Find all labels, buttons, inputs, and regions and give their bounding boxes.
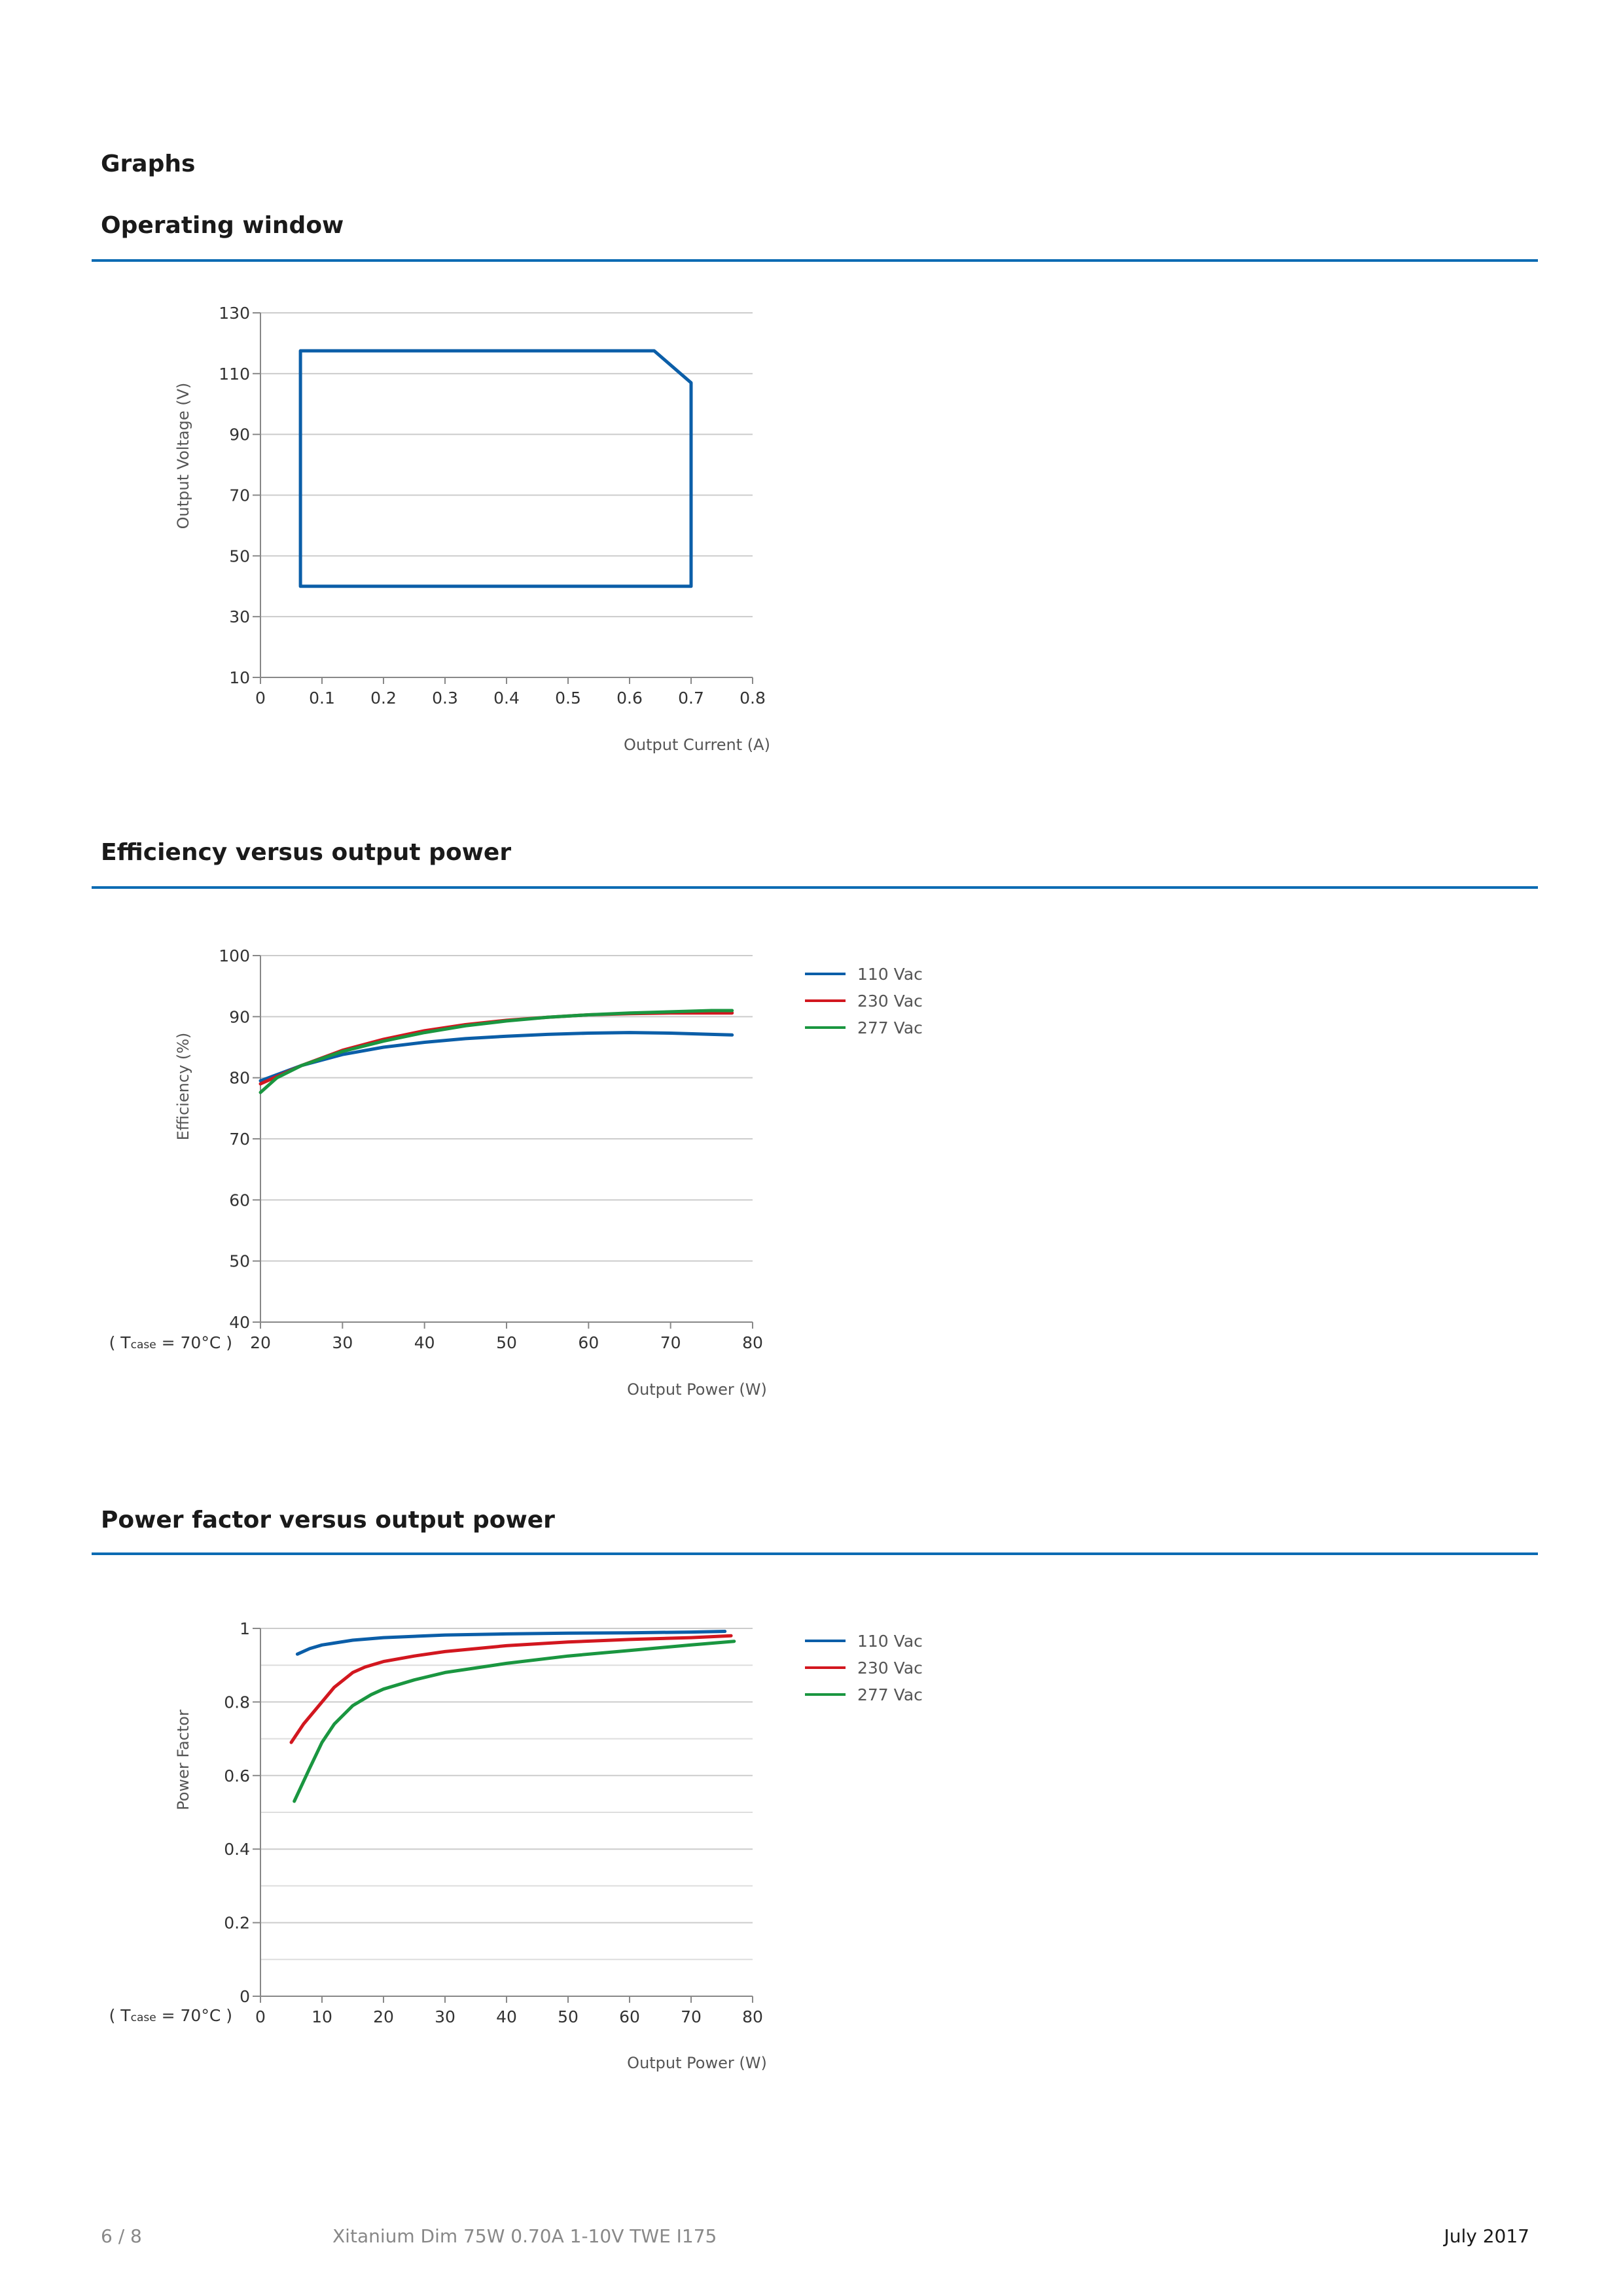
x-axis-label: Output Power (W) xyxy=(627,1380,767,1399)
series-line-110-vac xyxy=(295,1630,727,1656)
y-tick-label: 90 xyxy=(229,425,250,444)
series-line-277-vac xyxy=(293,1640,736,1803)
x-tick-label: 10 xyxy=(312,2007,332,2026)
x-axis-label: Output Power (W) xyxy=(627,2054,767,2072)
legend-label-230-vac: 230 Vac xyxy=(857,992,923,1011)
chart-title-efficiency: Efficiency versus output power xyxy=(101,839,512,866)
y-tick-label: 0 xyxy=(240,1987,250,2006)
x-tick-label: 20 xyxy=(250,1333,271,1352)
y-tick-label: 100 xyxy=(219,946,250,965)
series-line-110-vac xyxy=(259,1031,734,1083)
page-section-title: Graphs xyxy=(101,151,196,177)
chart-title-operating-window: Operating window xyxy=(101,212,344,239)
legend-label-277-vac: 277 Vac xyxy=(857,1685,923,1704)
x-tick-label: 60 xyxy=(619,2007,640,2026)
test-condition-label: ( Tcase = 70°C ) xyxy=(109,1333,232,1352)
x-tick-label: 0 xyxy=(255,2007,266,2026)
section-divider xyxy=(92,259,1538,262)
y-tick-label: 50 xyxy=(229,1252,250,1271)
legend-label-230-vac: 230 Vac xyxy=(857,1659,923,1677)
x-tick-label: 30 xyxy=(332,1333,353,1352)
y-tick-label: 0.8 xyxy=(224,1693,250,1712)
x-tick-label: 0.3 xyxy=(432,689,458,708)
x-tick-label: 30 xyxy=(435,2007,455,2026)
y-tick-label: 10 xyxy=(229,668,250,687)
y-tick-label: 110 xyxy=(219,365,250,384)
y-tick-label: 130 xyxy=(219,304,250,323)
x-tick-label: 0.5 xyxy=(555,689,581,708)
x-tick-label: 40 xyxy=(496,2007,517,2026)
x-tick-label: 0.7 xyxy=(678,689,704,708)
y-tick-label: 70 xyxy=(229,1130,250,1149)
x-tick-label: 0 xyxy=(255,689,266,708)
y-tick-label: 50 xyxy=(229,547,250,565)
section-divider xyxy=(92,886,1538,889)
x-tick-label: 70 xyxy=(660,1333,681,1352)
x-tick-label: 50 xyxy=(558,2007,579,2026)
x-tick-label: 50 xyxy=(496,1333,517,1352)
y-axis-label: Power Factor xyxy=(174,1710,192,1810)
section-divider xyxy=(92,1552,1538,1555)
x-tick-label: 0.1 xyxy=(309,689,335,708)
x-tick-label: 0.2 xyxy=(370,689,397,708)
legend-label-110-vac: 110 Vac xyxy=(857,1632,923,1651)
test-condition-label: ( Tcase = 70°C ) xyxy=(109,2006,232,2025)
x-tick-label: 40 xyxy=(414,1333,435,1352)
operating-window-outline xyxy=(298,349,693,588)
y-tick-label: 80 xyxy=(229,1069,250,1088)
y-tick-label: 30 xyxy=(229,607,250,626)
x-axis-label: Output Current (A) xyxy=(624,736,770,754)
y-axis-label: Efficiency (%) xyxy=(174,1033,192,1141)
x-tick-label: 60 xyxy=(578,1333,599,1352)
y-tick-label: 0.2 xyxy=(224,1914,250,1933)
y-tick-label: 60 xyxy=(229,1191,250,1210)
legend-label-277-vac: 277 Vac xyxy=(857,1018,923,1037)
operating-window-chart: 10 30 50 70 90 110 130 0 0.1 0.2 0.3 0.4 0.5 0.6 0.7 0.… xyxy=(174,304,770,754)
y-tick-label: 1 xyxy=(240,1619,250,1638)
y-tick-label: 70 xyxy=(229,486,250,505)
x-tick-label: 0.4 xyxy=(493,689,520,708)
x-tick-label: 70 xyxy=(681,2007,702,2026)
footer-product-name: Xitanium Dim 75W 0.70A 1-10V TWE I175 xyxy=(332,2225,717,2247)
chart-title-power-factor: Power factor versus output power xyxy=(101,1507,555,1534)
y-axis-label: Output Voltage (V) xyxy=(174,383,192,529)
efficiency-chart: 40 50 60 70 80 90 100 20 30 40 50 60 70 80 Output Powe… xyxy=(109,946,923,1399)
x-tick-label: 0.6 xyxy=(616,689,643,708)
x-tick-label: 20 xyxy=(373,2007,394,2026)
x-tick-label: 80 xyxy=(742,1333,763,1352)
series-line-277-vac xyxy=(259,1009,734,1094)
footer-page-number: 6 / 8 xyxy=(101,2225,142,2247)
y-tick-label: 90 xyxy=(229,1007,250,1026)
y-tick-label: 40 xyxy=(229,1313,250,1332)
y-tick-label: 0.6 xyxy=(224,1767,250,1785)
series-line-230-vac xyxy=(289,1634,733,1744)
x-tick-label: 0.8 xyxy=(740,689,766,708)
footer-date: July 2017 xyxy=(1444,2225,1529,2247)
x-tick-label: 80 xyxy=(742,2007,763,2026)
legend-label-110-vac: 110 Vac xyxy=(857,965,923,984)
y-tick-label: 0.4 xyxy=(224,1840,250,1859)
